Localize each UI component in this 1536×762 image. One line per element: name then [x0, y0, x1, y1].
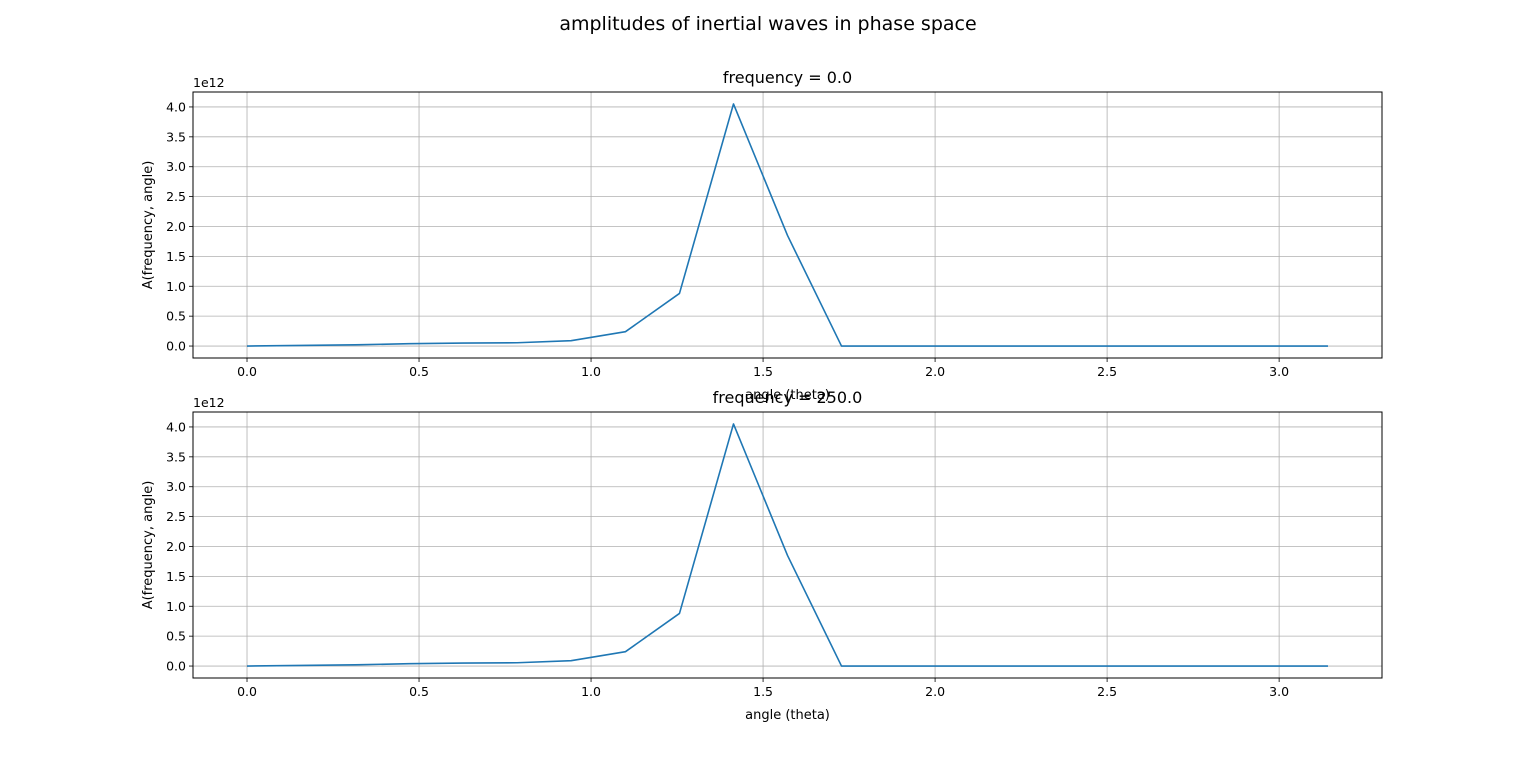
x-tick-label: 1.0: [581, 684, 601, 699]
subplot-title: frequency = 0.0: [723, 68, 852, 87]
y-tick-label: 1.0: [166, 279, 186, 294]
series-line: [247, 423, 1328, 667]
x-tick-label: 2.5: [1097, 684, 1117, 699]
subplot-2: 0.0 0.5 1.0 1.5 2.0 2.5 3.0 0.0 0.5 1.0 1.5 2.0 2.5 3…: [141, 388, 1383, 723]
y-tick-label: 3.5: [166, 129, 186, 144]
y-tick-label: 2.0: [166, 539, 186, 554]
x-tick-label: 0.0: [237, 684, 257, 699]
y-axis-label: A(frequency, angle): [141, 481, 156, 610]
y-tick-label: 4.0: [166, 99, 186, 114]
subplots-container: 0.0 0.5 1.0 1.5 2.0 2.5 3.0 0.0 0.5 1.0 1.5 2.0 2.5 3…: [141, 68, 1383, 723]
figure-suptitle: amplitudes of inertial waves in phase sp…: [559, 13, 976, 35]
x-axis-label: angle (theta): [745, 388, 830, 403]
axes-frame: [192, 411, 1383, 679]
x-tick-label: 2.0: [925, 684, 945, 699]
subplot-title: frequency = 250.0: [713, 388, 863, 407]
x-tick-label: 1.5: [753, 364, 773, 379]
y-tick-label: 1.5: [166, 249, 186, 264]
y-tick-label: 3.5: [166, 449, 186, 464]
y-tick-label: 0.0: [166, 659, 186, 674]
x-tick-label: 2.0: [925, 364, 945, 379]
x-tick-label: 2.5: [1097, 364, 1117, 379]
x-tick-label: 0.0: [237, 364, 257, 379]
y-tick-label: 1.0: [166, 599, 186, 614]
x-tick-label: 0.5: [409, 684, 429, 699]
y-tick-label: 2.5: [166, 189, 186, 204]
y-offset-label: 1e12: [193, 75, 225, 90]
series-line: [247, 103, 1328, 347]
x-tick-label: 1.0: [581, 364, 601, 379]
y-tick-label: 4.0: [166, 419, 186, 434]
y-tick-label: 3.0: [166, 479, 186, 494]
subplot-1: 0.0 0.5 1.0 1.5 2.0 2.5 3.0 0.0 0.5 1.0 1.5 2.0 2.5 3…: [141, 68, 1383, 403]
y-tick-label: 3.0: [166, 159, 186, 174]
y-axis-label: A(frequency, angle): [141, 161, 156, 290]
axes-frame: [192, 91, 1383, 359]
y-offset-label: 1e12: [193, 395, 225, 410]
y-tick-label: 0.5: [166, 629, 186, 644]
y-tick-label: 2.0: [166, 219, 186, 234]
x-tick-label: 1.5: [753, 684, 773, 699]
x-tick-label: 0.5: [409, 364, 429, 379]
y-tick-label: 0.5: [166, 309, 186, 324]
x-tick-label: 3.0: [1269, 684, 1289, 699]
y-tick-label: 0.0: [166, 339, 186, 354]
x-axis-label: angle (theta): [745, 708, 830, 723]
y-tick-label: 1.5: [166, 569, 186, 584]
x-tick-label: 3.0: [1269, 364, 1289, 379]
y-tick-label: 2.5: [166, 509, 186, 524]
